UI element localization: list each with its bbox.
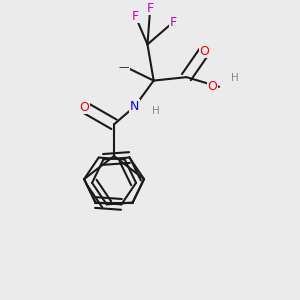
Text: N: N [130, 100, 140, 113]
Text: —: — [118, 62, 129, 73]
Text: O: O [200, 45, 209, 58]
Text: H: H [231, 73, 239, 83]
Text: F: F [170, 16, 177, 28]
Text: O: O [79, 100, 89, 114]
Text: O: O [208, 80, 218, 93]
Text: H: H [152, 106, 160, 116]
Text: F: F [132, 10, 139, 23]
Text: F: F [147, 2, 154, 15]
